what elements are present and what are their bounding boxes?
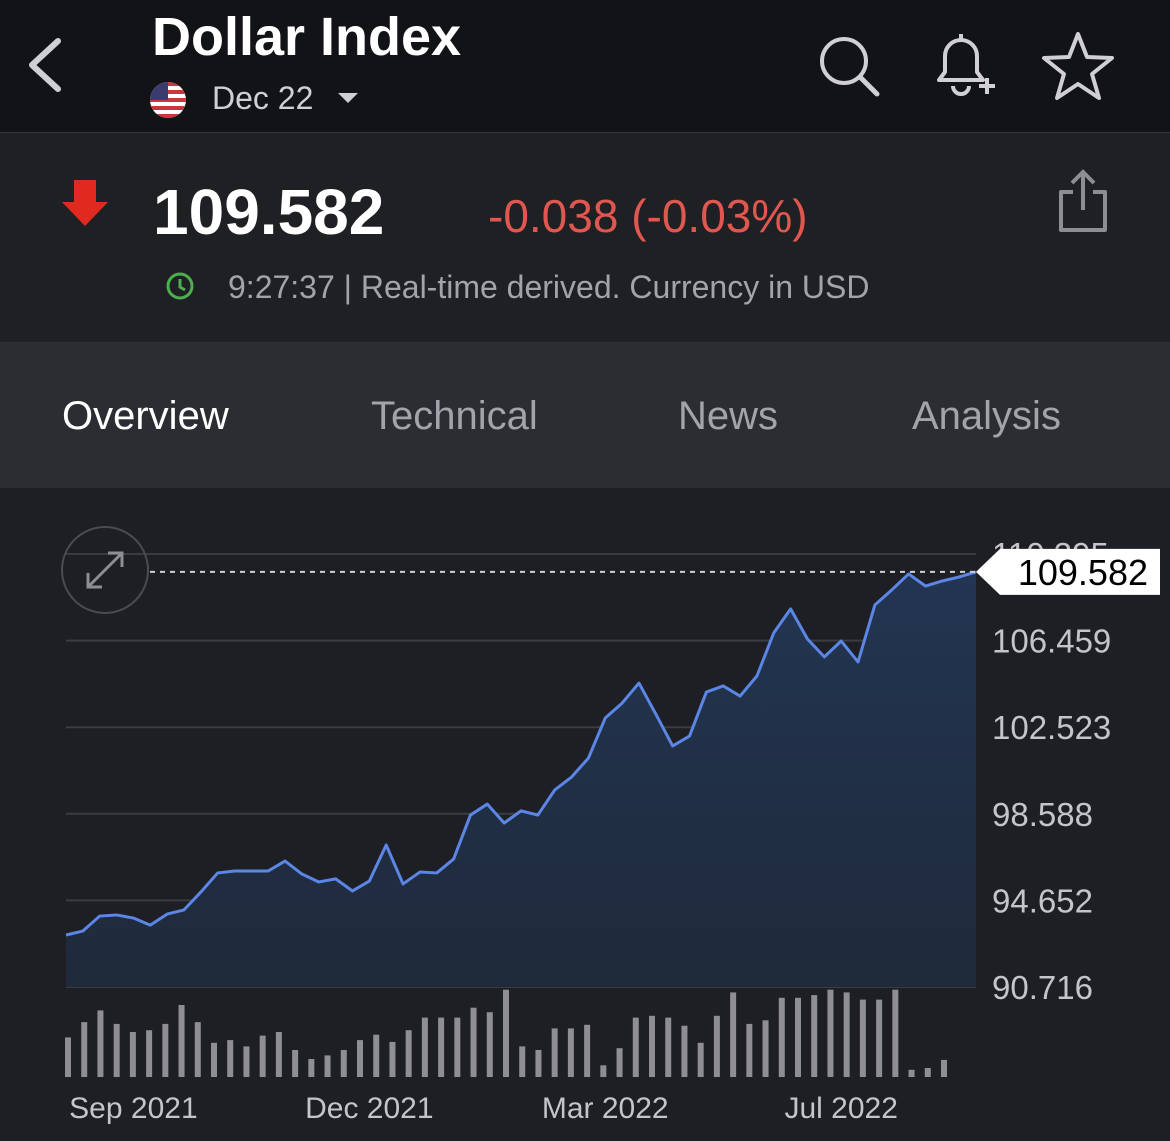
alert-icon[interactable] [925, 30, 1000, 102]
volume-bar [843, 992, 850, 1077]
y-tick-label: 102.523 [992, 709, 1111, 746]
tab[interactable]: Technical [371, 394, 538, 438]
volume-bar [519, 1046, 526, 1077]
volume-bar [924, 1068, 931, 1077]
volume-bar [486, 1012, 493, 1077]
volume-bar [746, 1023, 753, 1077]
volume-bar [908, 1069, 915, 1077]
expand-button[interactable] [61, 526, 149, 614]
volume-bar [97, 1010, 104, 1077]
watchlist-star[interactable] [1040, 30, 1116, 102]
volume-bar [649, 1015, 655, 1077]
volume-bar [811, 995, 818, 1077]
status-text: 9:27:37 | Real-time derived. Currency in… [228, 269, 870, 305]
volume-bar [405, 1030, 412, 1077]
volume-bar [292, 1050, 299, 1077]
share-icon[interactable] [1055, 168, 1111, 234]
volume-bar [730, 992, 737, 1077]
x-tick-label: Sep 2021 [69, 1092, 197, 1125]
volume-bar [113, 1023, 120, 1077]
volume-bar [503, 989, 509, 1077]
y-tick-label: 98.588 [992, 796, 1093, 833]
price-line [65, 570, 977, 937]
volume-bar [827, 989, 834, 1077]
contract-selector[interactable]: Dec 22 [212, 80, 314, 116]
tab[interactable]: Analysis [912, 394, 1061, 438]
volume-bar [275, 1032, 282, 1077]
volume-bar [211, 1042, 217, 1077]
volume-bar [129, 1032, 136, 1077]
title: Dollar Index [152, 7, 462, 67]
price-tag [976, 548, 1160, 595]
volume-bar [762, 1020, 769, 1077]
flag-icon [150, 82, 186, 118]
tab[interactable]: Overview [62, 394, 229, 438]
volume-bar [584, 1024, 591, 1077]
volume-bar [81, 1022, 88, 1077]
volume-bar [795, 997, 801, 1077]
volume-bar [357, 1040, 363, 1077]
volume-bar [713, 1015, 720, 1077]
volume-bar [859, 999, 866, 1077]
volume-bar [600, 1065, 607, 1077]
dropdown-caret[interactable] [336, 90, 360, 106]
volume-bar [941, 1059, 947, 1077]
volume-bar [421, 1017, 428, 1077]
volume-bar [551, 1028, 558, 1077]
price-change: -0.038 (-0.03%) [488, 190, 808, 242]
volume-bar [892, 989, 899, 1077]
x-tick-label: Mar 2022 [542, 1092, 669, 1125]
volume-bar [162, 1023, 169, 1077]
tab[interactable]: News [678, 394, 779, 438]
expand-icon [86, 551, 124, 589]
volume-bar [470, 1007, 477, 1077]
volume-bar [227, 1040, 234, 1077]
y-tick-label: 94.652 [992, 882, 1093, 919]
volume-bar [324, 1055, 331, 1077]
volume-bar [778, 997, 785, 1077]
volume-bar [65, 1037, 71, 1077]
volume-bar [876, 999, 883, 1077]
search-icon[interactable] [815, 32, 885, 102]
last-price: 109.582 [153, 176, 385, 248]
volume-bar [454, 1017, 461, 1077]
price-tag-label: 109.582 [1018, 552, 1148, 593]
volume-bar [243, 1046, 250, 1077]
header: Dollar Index Dec 22 [0, 0, 1170, 133]
volume-bar [632, 1017, 639, 1077]
clock-icon [166, 272, 194, 300]
chart: 110.395106.459102.52398.58894.65290.716S… [61, 526, 1160, 1125]
volume-bar [194, 1022, 201, 1077]
down-arrow [62, 180, 108, 226]
volume-bar [178, 1005, 185, 1077]
volume-bar [567, 1028, 574, 1077]
volume-bar [340, 1050, 347, 1077]
x-tick-label: Dec 2021 [305, 1092, 433, 1125]
volume-bar [665, 1017, 672, 1077]
volume-bar [438, 1017, 445, 1077]
volume-bar [681, 1025, 688, 1077]
volume-bar [697, 1042, 704, 1077]
x-tick-label: Jul 2022 [784, 1092, 897, 1125]
tab-bar: Overview Technical News Analysis [0, 342, 1170, 488]
volume-bar [373, 1034, 380, 1077]
volume-bar [535, 1050, 542, 1077]
volume-bar [146, 1030, 153, 1077]
volume-bar [308, 1059, 315, 1077]
y-tick-label: 106.459 [992, 623, 1111, 660]
quote-panel: 109.582 -0.038 (-0.03%) 9:27:37 | Real-t… [0, 133, 1170, 342]
back-button[interactable] [20, 35, 70, 95]
area-fill [66, 571, 976, 987]
volume-bar [616, 1048, 623, 1077]
volume-bar [389, 1041, 396, 1077]
y-tick-label: 90.716 [992, 969, 1093, 1006]
volume-bar [259, 1035, 266, 1077]
